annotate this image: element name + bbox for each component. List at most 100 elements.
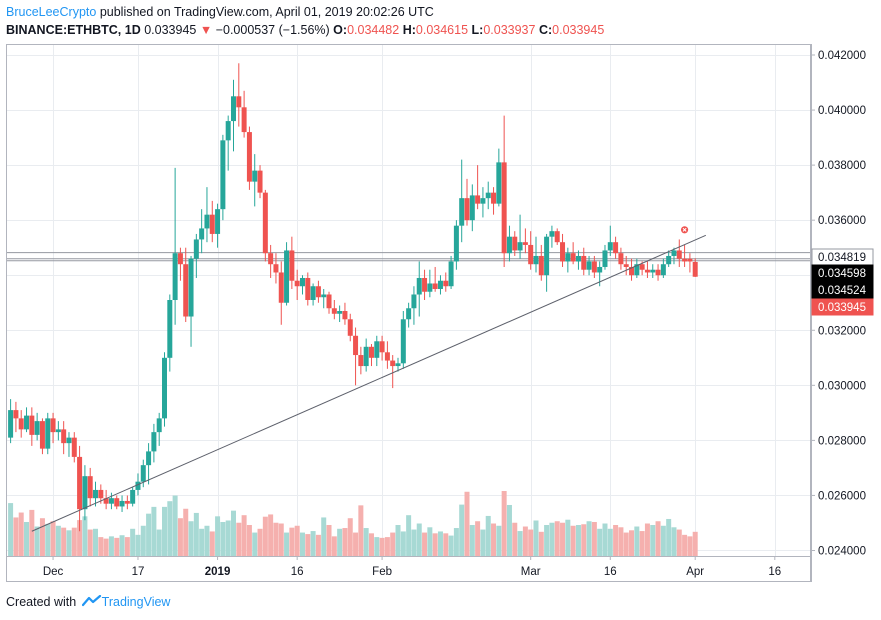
price-scale-label: 0.033945 [818,302,866,314]
candle-body [29,415,35,435]
volume-bar [29,509,35,556]
candle [432,266,438,292]
candle [443,272,449,292]
volume-bar [655,521,661,556]
candle [522,228,528,254]
tradingview-brand[interactable]: TradingView [101,595,171,609]
candle [629,258,635,281]
candle-body [220,140,226,210]
candle-body [188,258,194,317]
candle-body [172,253,178,300]
volume-bar [151,506,157,556]
candle-body [517,242,523,251]
open-value: 0.034482 [347,23,400,37]
volume-bar [193,512,199,556]
volume-bar [273,522,279,556]
open-label: O: [333,23,348,37]
volume-bar [257,528,263,556]
candle [549,225,555,248]
volume-bar [108,536,114,556]
volume-bar [8,503,14,556]
price-scale-label-box [811,264,874,282]
candle-body [379,341,385,353]
volume-bar [87,529,93,556]
volume-bar [666,518,672,556]
candle-body [315,286,321,298]
time-axis[interactable]: Dec 17 2019 16 Feb Mar 16 Apr 16 [43,556,781,578]
trendline-group[interactable] [31,226,707,532]
volume-bar [570,525,576,556]
candle [114,495,120,510]
volume-bar [13,517,19,556]
candle-body [427,283,433,292]
volume-bar [549,522,555,556]
volume-bar [305,534,311,556]
candle [506,225,512,262]
volume-bar [437,531,443,556]
candle [331,300,337,320]
volume-bar [575,525,581,556]
candle-body [549,231,555,237]
candle [236,63,242,127]
volume-bar [443,533,449,556]
candle-body [390,360,396,367]
volume-bar [416,523,422,556]
candle [384,341,390,369]
volume-bar [98,537,104,556]
candle [310,283,316,306]
high-label: H: [402,23,416,37]
price-tick-label: 0.030000 [818,380,866,392]
candle [204,187,210,243]
volume-bar [390,532,396,556]
candle [246,126,252,190]
candle [87,467,93,507]
candle [61,421,67,455]
candle [591,255,597,278]
candle-body [342,311,348,320]
candle [103,489,109,510]
volume-bar [496,525,502,556]
volume-bar [379,537,385,556]
volume-bar [533,520,539,556]
candle-body [384,352,390,361]
candle [475,165,481,210]
candle [422,269,428,300]
candle-body [310,286,316,300]
volume-bar [432,533,438,556]
chart-border [6,44,811,582]
volume-bar [374,537,380,556]
candle [193,233,199,278]
volume-bar [230,510,236,556]
volume-bar [528,529,534,556]
price-axis[interactable]: 0.024000 0.026000 0.028000 0.030000 0.032000… [811,50,874,557]
low-label: L: [471,23,484,37]
candle [453,220,459,270]
candles [8,63,698,532]
volume-bar [560,522,566,556]
candle [390,355,396,389]
candle-body [236,96,242,108]
time-tick-label: 2019 [205,566,231,578]
candle [427,269,433,298]
candle [241,90,247,138]
candle-body [597,266,603,273]
volume-bar [299,532,305,556]
candle [119,495,125,512]
volume-bar [278,523,284,556]
volume-bar [634,526,640,556]
volume-bar [167,501,173,556]
author-link[interactable]: BruceLeeCrypto [6,5,97,19]
candle-body [575,255,581,262]
candle [607,225,613,256]
volume-bar [289,527,295,556]
candle-body [485,192,491,199]
candle-body [55,429,61,433]
candle [485,181,491,210]
candle [93,481,99,507]
volume-bar [347,518,353,556]
volume-bar [124,537,130,556]
close-value: 0.033945 [552,23,605,37]
candle [151,423,157,463]
volume-bar [337,528,343,556]
